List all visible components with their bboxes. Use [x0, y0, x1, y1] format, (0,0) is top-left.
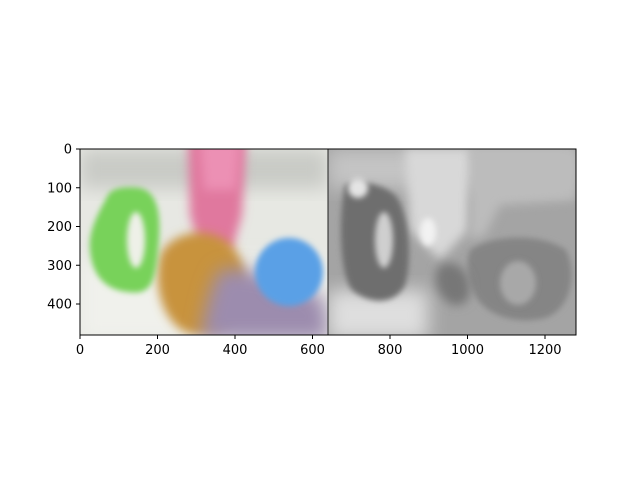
- x-tick-label: 1000: [451, 343, 484, 358]
- x-tick-label: 400: [223, 343, 248, 358]
- y-tick-label: 100: [47, 181, 72, 196]
- color-image-panel: [80, 149, 328, 335]
- x-tick-label: 800: [378, 343, 403, 358]
- x-tick-label: 1200: [528, 343, 561, 358]
- x-axis: 0 200 400 600 800 1000 1200: [76, 335, 562, 358]
- y-axis: 0 100 200 300 400: [47, 143, 80, 313]
- y-tick-label: 300: [47, 259, 72, 274]
- y-tick-label: 400: [47, 298, 72, 313]
- grayscale-image-panel: [328, 149, 576, 335]
- x-tick-label: 600: [300, 343, 325, 358]
- x-tick-label: 200: [145, 343, 170, 358]
- y-tick-label: 0: [64, 143, 72, 158]
- axes-frame: [79, 148, 577, 336]
- x-tick-label: 0: [76, 343, 84, 358]
- y-tick-label: 200: [47, 220, 72, 235]
